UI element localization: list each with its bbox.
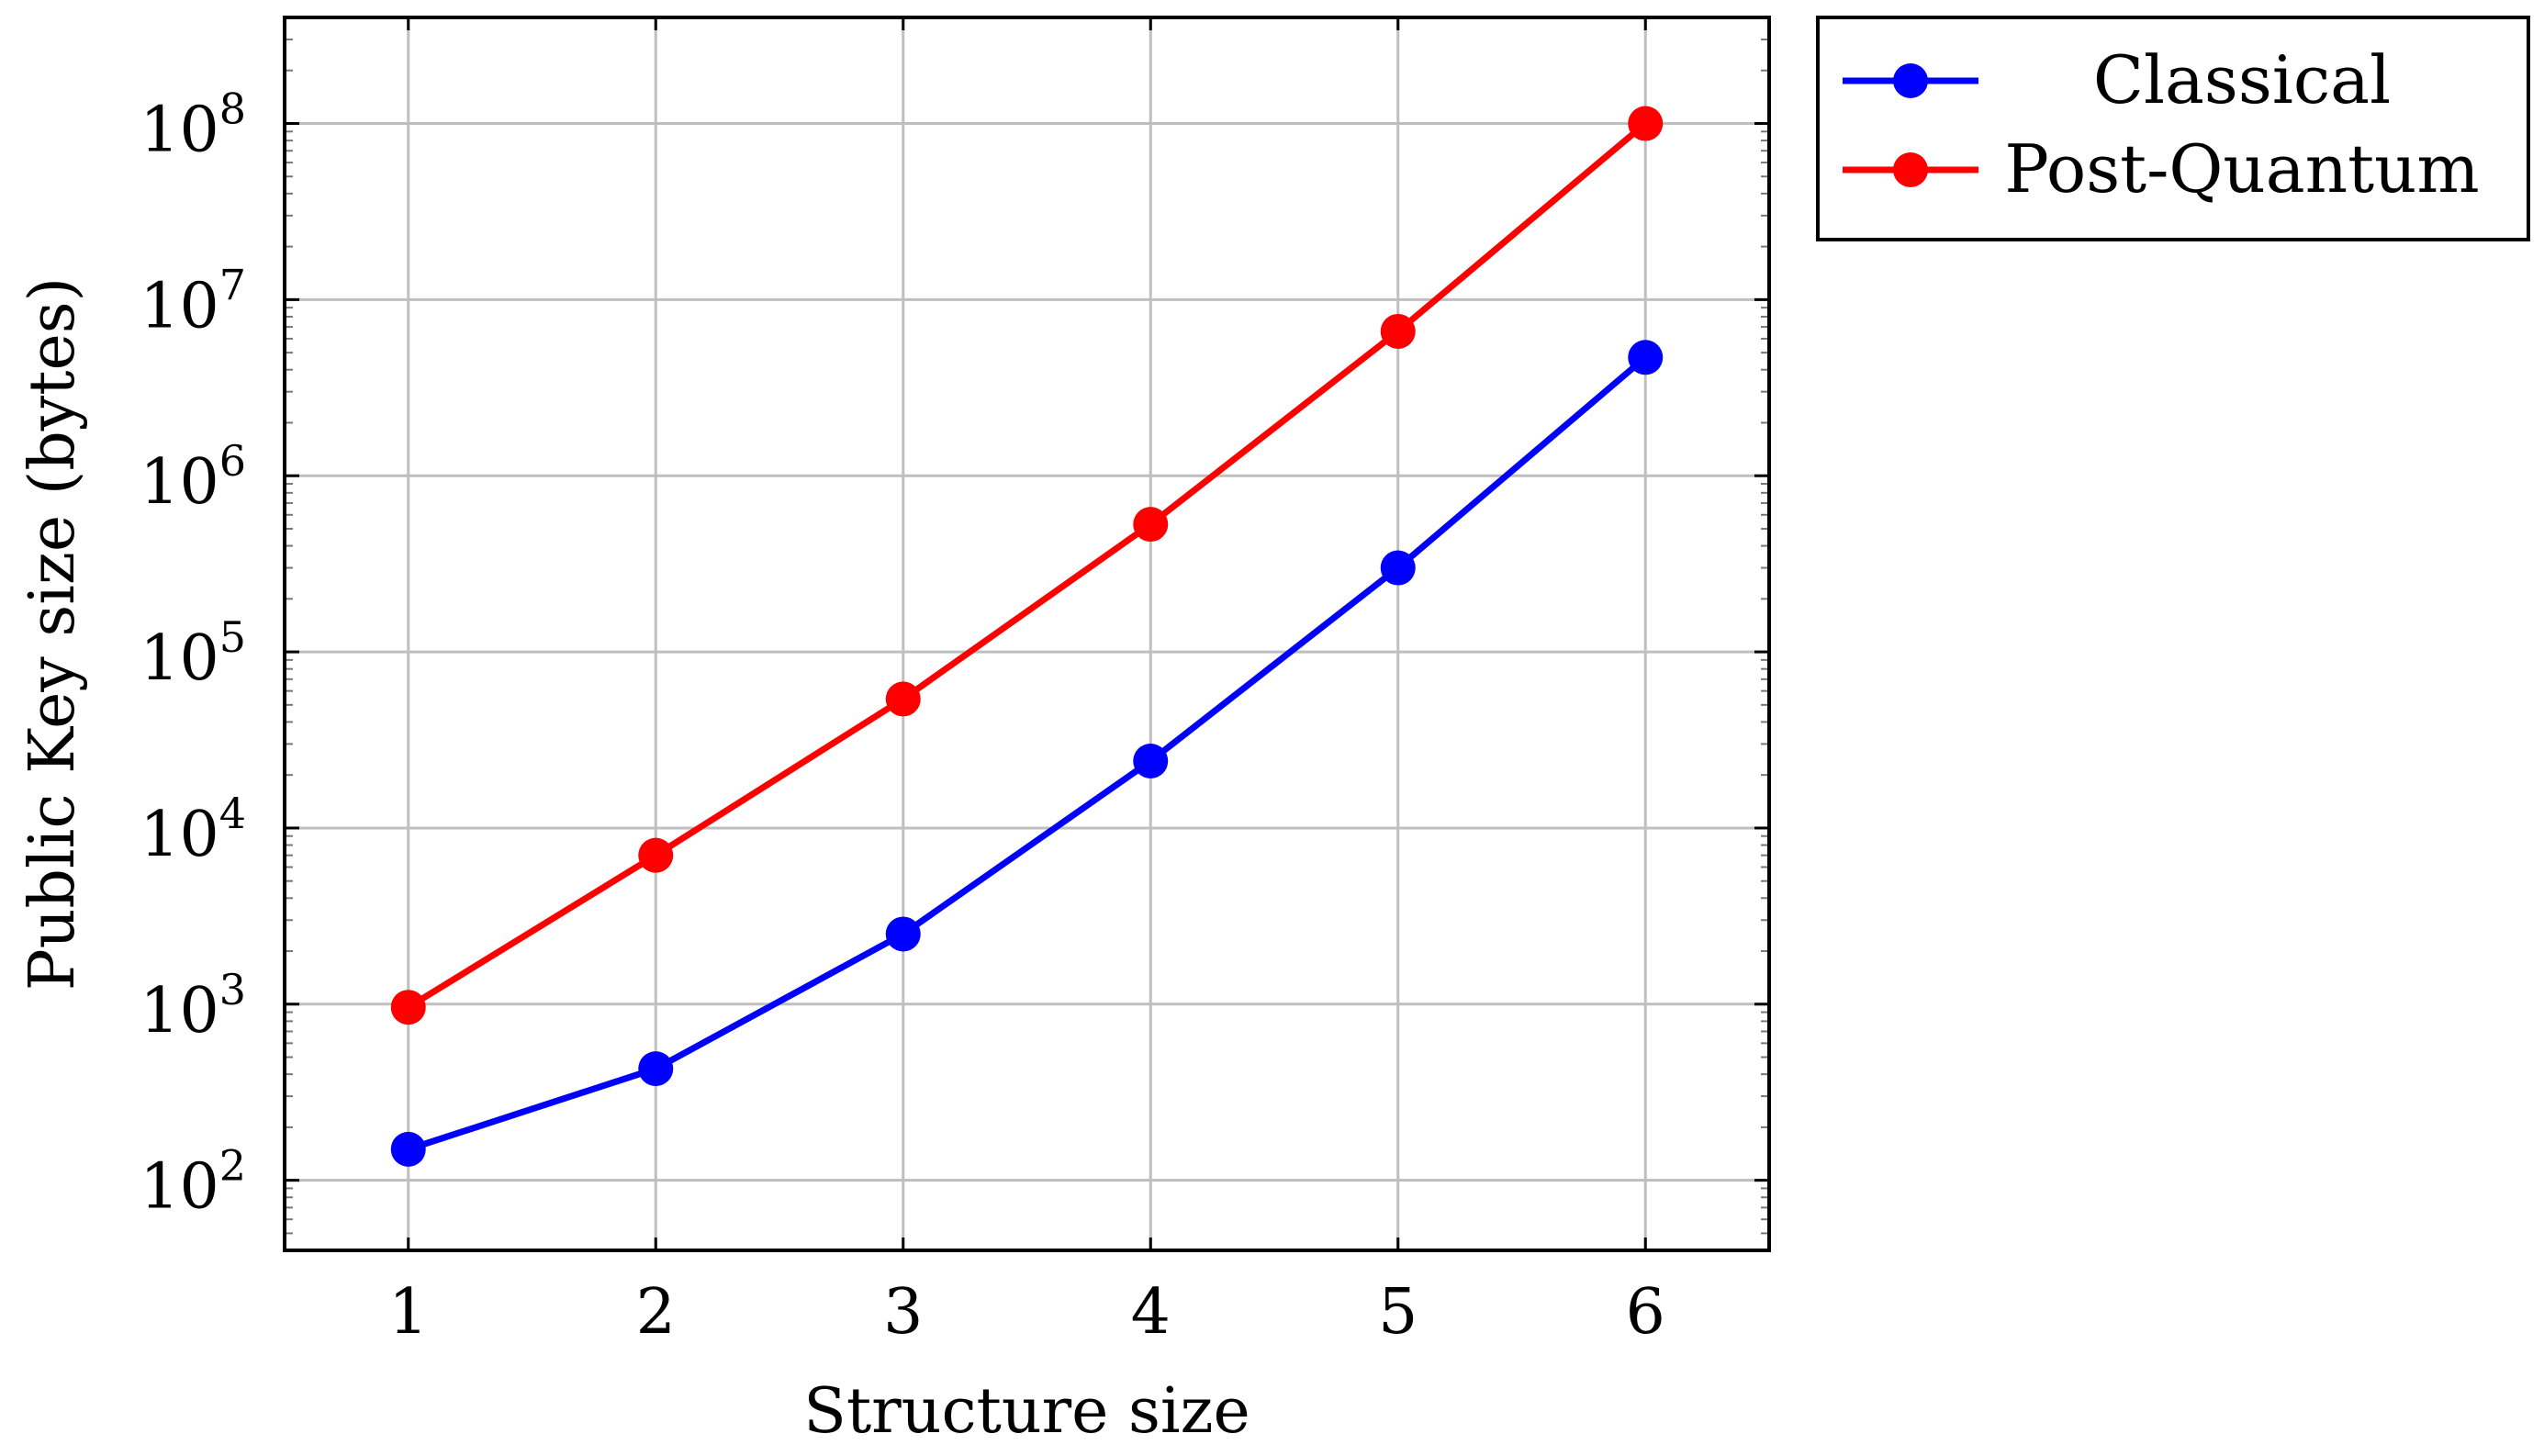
- legend: Classical Post-Quantum: [1816, 16, 2530, 241]
- y-tick-label: 106: [140, 436, 246, 519]
- x-tick-label: 1: [388, 1276, 428, 1349]
- x-tick-label: 5: [1378, 1276, 1418, 1349]
- legend-label: Classical: [2093, 41, 2391, 118]
- data-point: [390, 1131, 426, 1167]
- data-point: [1133, 507, 1169, 543]
- x-tick-label: 4: [1131, 1276, 1171, 1349]
- legend-label: Post-Quantum: [2004, 130, 2479, 207]
- legend-marker: [1893, 63, 1928, 98]
- data-point: [885, 681, 921, 717]
- data-point: [638, 1051, 674, 1087]
- series-1: [390, 106, 1664, 1025]
- data-point: [638, 837, 674, 873]
- x-axis-label: Structure size: [803, 1375, 1250, 1448]
- legend-box: [1816, 16, 2530, 241]
- series-0: [390, 340, 1664, 1167]
- data-point: [1628, 340, 1664, 375]
- y-tick-label: 104: [140, 789, 246, 871]
- y-tick-label: 107: [140, 260, 246, 342]
- data-point: [885, 916, 921, 952]
- x-tick-labels: 1 2 3 4 5 6: [388, 1276, 1665, 1349]
- legend-item: Post-Quantum: [1843, 130, 2480, 207]
- grid-layer: [285, 17, 1769, 1250]
- data-point: [1133, 743, 1169, 778]
- x-tick-label: 3: [883, 1276, 923, 1349]
- legend-item: Classical: [1843, 41, 2391, 118]
- y-tick-label: 103: [140, 965, 246, 1047]
- data-point: [1628, 106, 1664, 141]
- y-tick-label: 105: [140, 612, 246, 695]
- data-point: [1380, 313, 1416, 349]
- y-tick-label: 102: [140, 1141, 246, 1224]
- series-layer: [390, 106, 1664, 1167]
- x-tick-label: 2: [636, 1276, 676, 1349]
- legend-marker: [1893, 152, 1928, 187]
- plot-frame: [283, 16, 1771, 1252]
- series-line: [407, 354, 1648, 1153]
- y-axis-label: Public Key size (bytes): [17, 277, 89, 991]
- data-point: [1380, 550, 1416, 586]
- ticks-layer: [285, 17, 1769, 1251]
- y-tick-label: 108: [140, 84, 246, 167]
- y-tick-labels: 102 103 104 105 106 107 108: [140, 84, 246, 1224]
- data-point: [390, 990, 426, 1025]
- x-tick-label: 6: [1626, 1276, 1665, 1349]
- series-line: [406, 120, 1648, 1011]
